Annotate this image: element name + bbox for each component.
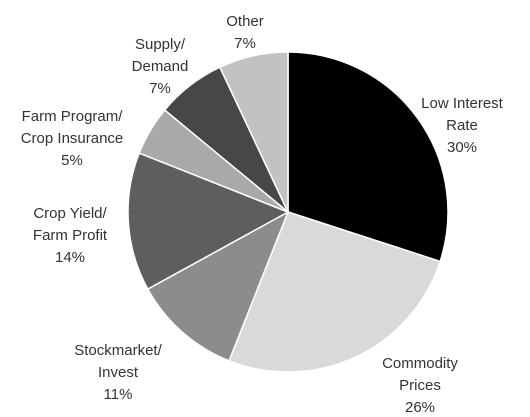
slice-label: Crop Yield/ (33, 205, 107, 222)
slice-label: Commodity (382, 355, 458, 372)
slice (146, 210, 290, 362)
slice-label: Invest (98, 364, 139, 381)
slice-label: Other (226, 13, 264, 30)
slice (228, 211, 442, 373)
value-label: 11% (104, 386, 133, 403)
value-label: 26% (405, 399, 435, 416)
slice-label: Farm Program/ (22, 108, 124, 125)
slice-label: Rate (446, 117, 478, 134)
slice-label: Farm Profit (33, 227, 108, 244)
slice-label: Crop Insurance (21, 130, 124, 147)
value-label: 7% (234, 35, 256, 52)
value-label: 30% (447, 139, 477, 156)
slice (287, 51, 449, 263)
slice-label: Supply/ (135, 36, 186, 53)
value-label: 14% (55, 249, 85, 266)
slice (127, 152, 290, 291)
slice-label: Prices (399, 377, 441, 394)
slice-label: Demand (132, 58, 189, 75)
slice-label: Low Interest (421, 95, 504, 112)
slice-label: Stockmarket/ (74, 342, 162, 359)
value-label: 7% (149, 80, 171, 97)
value-label: 5% (61, 152, 83, 169)
slice (218, 51, 289, 213)
